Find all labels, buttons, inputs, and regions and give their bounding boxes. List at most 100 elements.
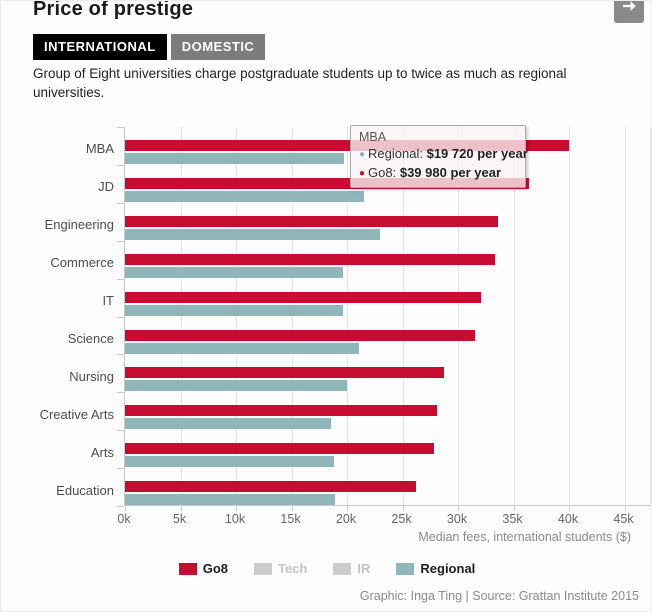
gridline <box>180 127 182 506</box>
x-tick-label: 40k <box>557 512 579 526</box>
bar-go8-mba[interactable] <box>125 140 569 151</box>
tooltip-row-regional: ● Regional: $19 720 per year <box>359 145 528 164</box>
tooltip-series-label: Go8: <box>368 165 400 180</box>
legend-swatch <box>333 562 352 575</box>
tab-bar: INTERNATIONAL DOMESTIC <box>33 34 266 60</box>
y-axis-tick <box>117 241 124 242</box>
y-axis-label: JD <box>98 179 114 195</box>
tooltip-row-go8: ● Go8: $39 980 per year <box>359 164 517 183</box>
gridline <box>458 127 459 506</box>
bar-go8-creative-arts[interactable] <box>125 405 437 417</box>
bar-go8-science[interactable] <box>125 329 475 341</box>
bar-go8-engineering[interactable] <box>125 215 498 227</box>
credit-line: Graphic: Inga Ting | Source: Grattan Ins… <box>359 589 639 603</box>
x-tick-label: 30k <box>446 512 468 526</box>
legend-swatch <box>396 562 415 575</box>
legend-label: IR <box>357 561 371 576</box>
legend-swatch <box>178 562 197 575</box>
tab-domestic[interactable]: DOMESTIC <box>170 34 266 60</box>
bar-regional-jd[interactable] <box>125 190 364 202</box>
legend-item-regional[interactable]: Regional <box>396 561 475 576</box>
gridline <box>236 127 237 506</box>
y-axis-tick <box>117 165 124 166</box>
legend-item-ir[interactable]: IR <box>333 561 370 576</box>
y-axis-tick <box>117 317 124 318</box>
bar-go8-education[interactable] <box>125 481 416 493</box>
bar-regional-science[interactable] <box>125 342 360 354</box>
x-tick-label: 35k <box>502 512 523 526</box>
y-axis-tick <box>117 468 124 469</box>
y-axis-label: Science <box>67 330 114 346</box>
y-axis-label: MBA <box>85 141 114 157</box>
bar-regional-nursing[interactable] <box>125 380 347 392</box>
gridline <box>402 127 404 506</box>
x-axis-line <box>124 505 650 506</box>
bar-go8-commerce[interactable] <box>125 253 495 265</box>
tooltip: MBA ● Regional: $19 720 per year ● Go8: $3… <box>350 125 528 188</box>
legend-item-go8[interactable]: Go8 <box>178 561 228 576</box>
x-tick-label: 25k <box>391 512 412 526</box>
x-axis-tick <box>291 506 293 511</box>
x-axis-tick <box>347 506 348 511</box>
x-tick-label: 10k <box>224 512 246 526</box>
tooltip-value: $39 980 per year <box>399 165 502 180</box>
go8-bullet-icon: ● <box>359 168 366 179</box>
y-axis-label: Arts <box>90 444 114 460</box>
gridline <box>513 127 515 506</box>
x-axis-tick <box>458 506 459 511</box>
y-axis-label: Education <box>56 482 114 498</box>
x-tick-label: 15k <box>280 512 301 526</box>
x-axis-tick <box>513 506 515 511</box>
x-axis-tick <box>236 506 237 511</box>
x-tick-label: 45k <box>613 512 634 526</box>
legend-item-tech[interactable]: Tech <box>254 561 307 576</box>
y-axis-label: IT <box>102 293 114 309</box>
bar-go8-jd[interactable] <box>125 177 530 189</box>
bar-go8-arts[interactable] <box>125 443 434 455</box>
y-axis-tick <box>117 506 124 507</box>
x-axis-tick-labels: 0k 5k 10k 15k 20k 25k 30k 35k 40k 45k <box>117 512 649 528</box>
gridline <box>347 127 348 506</box>
bar-go8-it[interactable] <box>125 291 482 303</box>
x-tick-label: 20k <box>335 512 357 526</box>
x-axis-tick <box>402 506 404 511</box>
bar-go8-nursing[interactable] <box>125 367 444 379</box>
x-axis-title: Median fees, international students ($) <box>418 530 631 544</box>
y-axis-tick <box>117 354 124 355</box>
plot-area <box>117 127 651 511</box>
bar-regional-education[interactable] <box>125 494 335 506</box>
bar-regional-commerce[interactable] <box>125 266 343 278</box>
bar-regional-it[interactable] <box>125 304 343 316</box>
page-title: Price of prestige <box>33 0 194 20</box>
legend-label: Tech <box>278 561 308 576</box>
x-tick-label: 5k <box>172 512 187 526</box>
gridline <box>291 127 293 506</box>
bar-regional-arts[interactable] <box>125 456 334 468</box>
x-axis-tick <box>180 506 182 511</box>
tab-international[interactable]: INTERNATIONAL <box>33 34 167 60</box>
y-axis-tick <box>117 392 124 393</box>
y-axis-tick <box>117 279 124 280</box>
y-axis-label: Commerce <box>50 255 114 271</box>
gridline <box>569 127 570 506</box>
bar-regional-creative-arts[interactable] <box>125 418 332 430</box>
gridline <box>624 127 626 506</box>
tooltip-series-label: Regional: <box>368 146 427 161</box>
arrow-right-icon <box>620 1 638 20</box>
regional-bullet-icon: ● <box>359 149 366 160</box>
legend-swatch <box>254 562 272 575</box>
legend: Go8 Tech IR Regional <box>1 561 651 576</box>
tooltip-title: MBA <box>359 130 387 144</box>
share-button[interactable] <box>614 1 644 23</box>
legend-label: Regional <box>420 561 476 576</box>
x-axis-tick <box>569 506 570 511</box>
y-axis-tick <box>117 203 124 204</box>
y-axis-label: Creative Arts <box>39 406 114 422</box>
y-axis-tick <box>117 430 124 431</box>
bar-regional-engineering[interactable] <box>125 228 381 240</box>
bar-regional-mba[interactable] <box>125 153 344 164</box>
y-axis-tick <box>117 127 124 128</box>
x-axis-tick <box>624 506 626 511</box>
tooltip-value: $19 720 per year <box>426 146 528 161</box>
